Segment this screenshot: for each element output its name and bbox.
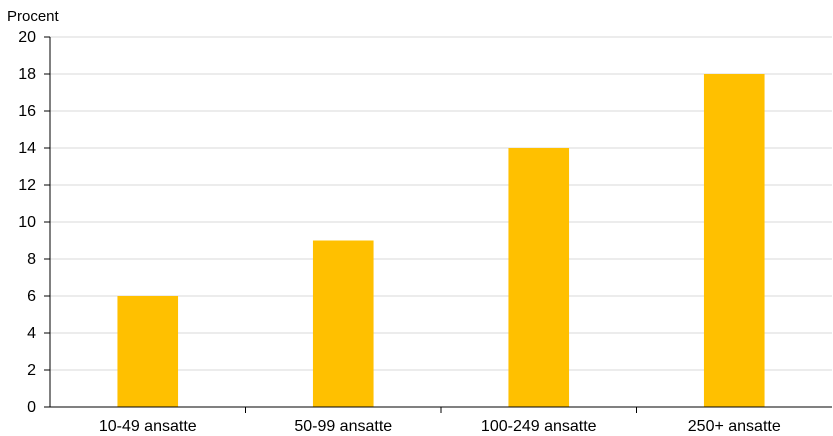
gridlines (50, 36, 832, 371)
x-tick-label: 50-99 ansatte (294, 418, 392, 435)
y-tick-label: 6 (27, 288, 36, 305)
y-axis-label: Procent (7, 8, 59, 25)
x-tick-label: 250+ ansatte (688, 418, 781, 435)
bar (117, 296, 179, 407)
y-tick-label: 8 (27, 251, 36, 268)
bar (703, 74, 765, 407)
y-tick-label: 14 (18, 140, 36, 157)
y-tick-label: 0 (27, 399, 36, 416)
axes (44, 36, 832, 413)
y-tick-label: 4 (27, 325, 36, 342)
y-tick-label: 16 (18, 103, 36, 120)
y-tick-label: 18 (18, 66, 36, 83)
x-tick-labels: 10-49 ansatte 50-99 ansatte 100-249 ansatt… (99, 418, 781, 435)
y-tick-label: 2 (27, 362, 36, 379)
bars (117, 74, 765, 407)
x-tick-label: 10-49 ansatte (99, 418, 197, 435)
y-tick-label: 10 (18, 214, 36, 231)
x-tick-label: 100-249 ansatte (481, 418, 597, 435)
y-tick-labels: 0 2 4 6 8 10 12 14 16 18 20 (18, 29, 36, 416)
bar (312, 240, 374, 407)
y-tick-label: 12 (18, 177, 36, 194)
y-tick-label: 20 (18, 29, 36, 46)
bar (508, 148, 570, 407)
